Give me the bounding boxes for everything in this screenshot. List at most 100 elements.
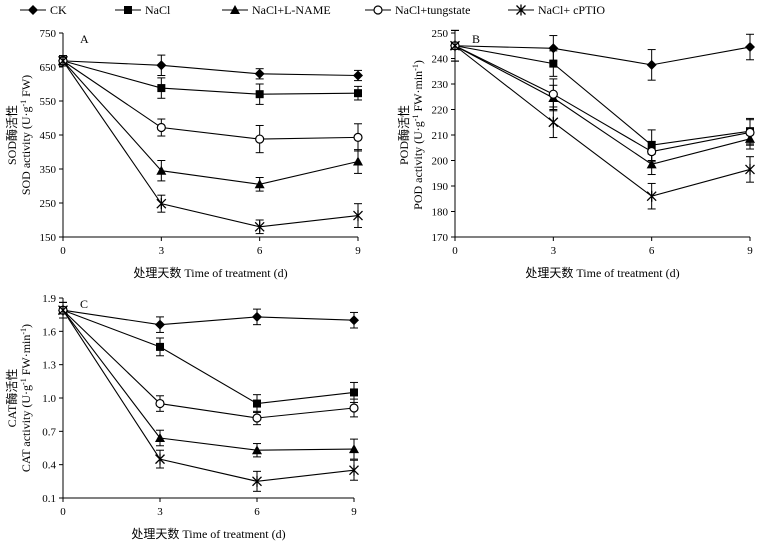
data-point <box>155 433 165 442</box>
x-tick-label: 3 <box>157 506 163 518</box>
y-tick-label: 450 <box>40 130 57 142</box>
data-point <box>349 444 359 454</box>
y-axis-title-zh: SOD酶活性 <box>4 105 19 165</box>
legend-marker-square <box>124 6 132 14</box>
data-point <box>646 190 657 202</box>
data-point <box>349 315 359 326</box>
data-point <box>353 132 363 142</box>
y-tick-label: 250 <box>432 28 449 40</box>
data-point <box>58 55 68 67</box>
data-point <box>155 453 165 465</box>
y-axis-title-part: ) <box>411 60 425 64</box>
series-circle-open <box>58 55 363 154</box>
data-point <box>156 342 164 351</box>
series-line <box>62 309 355 451</box>
series-star <box>450 29 755 210</box>
y-tick-label: 150 <box>40 232 57 244</box>
y-tick-label: 0.7 <box>42 426 56 438</box>
data-point <box>252 445 262 455</box>
data-point <box>548 89 558 99</box>
y-tick-label: 220 <box>432 105 449 117</box>
x-tick-label: 9 <box>355 245 361 257</box>
x-tick-label: 9 <box>747 245 753 257</box>
data-point <box>58 304 68 316</box>
legend-label: CK <box>50 3 67 17</box>
legend-marker-circle-open <box>373 5 383 15</box>
legend-item: CK <box>20 3 67 17</box>
legend-marker-star <box>516 4 526 16</box>
y-axis-title-part: -1 <box>411 64 420 71</box>
legend-label: NaCl+ cPTIO <box>538 3 605 17</box>
legend-item: NaCl <box>115 3 171 17</box>
data-point <box>349 464 359 476</box>
legend-marker-triangle <box>230 5 240 14</box>
panel-label: C <box>80 297 88 311</box>
legend-label: NaCl+tungstate <box>395 3 470 17</box>
y-axis-title-part: CAT activity (U·g <box>19 385 33 472</box>
legend: CK NaCl NaCl+L-NAME NaCl+tungstate NaCl+ cPT… <box>20 3 605 17</box>
y-axis-title-part: FW·min <box>411 71 425 115</box>
x-tick-label: 3 <box>551 245 557 257</box>
y-tick-label: 170 <box>432 232 449 244</box>
y-axis-title-part: FW·min <box>19 335 33 379</box>
y-axis-title-part: ) <box>19 324 33 328</box>
y-axis-title-zh: POD酶活性 <box>396 105 411 165</box>
legend-label: NaCl <box>145 3 171 17</box>
y-axis-title-part: -1 <box>411 115 420 122</box>
data-point <box>549 59 558 68</box>
legend-item: NaCl+tungstate <box>365 3 470 17</box>
data-point <box>354 89 362 98</box>
y-tick-label: 240 <box>432 54 449 66</box>
series-triangle <box>58 55 363 192</box>
x-tick-label: 3 <box>159 245 165 257</box>
chart-panel-B: 170 180 190 200 210 220 230 240 250 0 3 6 9 B 处理天数 Tim… <box>396 28 755 280</box>
data-point <box>647 146 657 157</box>
series-line <box>62 309 355 405</box>
panel-label: A <box>80 32 89 46</box>
data-point <box>254 68 265 79</box>
x-tick-label: 6 <box>649 245 655 257</box>
legend-marker-diamond <box>28 5 38 15</box>
x-tick-label: 0 <box>452 245 458 257</box>
series-line <box>454 45 751 197</box>
y-axis-title-part: -1 <box>19 378 28 385</box>
y-tick-label: 650 <box>40 62 57 74</box>
y-tick-label: 250 <box>40 198 57 210</box>
legend-item: NaCl+L-NAME <box>222 3 331 17</box>
y-tick-label: 1.9 <box>42 293 56 305</box>
data-point <box>353 210 363 222</box>
legend-label: NaCl+L-NAME <box>252 3 331 17</box>
y-axis-title-part: POD activity (U·g <box>411 121 425 210</box>
data-point <box>252 413 262 423</box>
y-tick-label: 0.1 <box>42 493 56 505</box>
series-diamond <box>58 54 363 82</box>
series-star <box>58 301 359 492</box>
data-point <box>548 116 559 128</box>
y-tick-label: 350 <box>40 164 57 176</box>
y-tick-label: 1.6 <box>42 326 56 338</box>
data-point <box>253 399 261 408</box>
data-point <box>353 156 363 166</box>
y-tick-label: 750 <box>40 28 57 40</box>
series-triangle <box>450 29 755 176</box>
y-axis-title-zh: CAT酶活性 <box>4 369 19 428</box>
y-tick-label: 1.0 <box>42 393 56 405</box>
x-tick-label: 6 <box>254 506 260 518</box>
y-tick-label: 1.3 <box>42 360 56 372</box>
series-line <box>62 60 359 77</box>
data-point <box>646 59 657 70</box>
series-line <box>62 309 355 326</box>
data-point <box>254 221 265 233</box>
panel-label: B <box>472 32 480 46</box>
series-star <box>58 55 363 235</box>
x-tick-label: 0 <box>60 506 66 518</box>
data-point <box>156 165 167 175</box>
data-point <box>155 319 165 330</box>
data-point <box>349 403 359 413</box>
data-point <box>255 134 265 144</box>
chart-panel-C: 0.1 0.4 0.7 1.0 1.3 1.6 1.9 0 3 6 9 C 处理天数 Time of t… <box>4 293 359 541</box>
x-axis-title: 处理天数 Time of treatment (d) <box>131 526 285 541</box>
data-point <box>157 84 166 93</box>
data-point <box>450 40 460 52</box>
